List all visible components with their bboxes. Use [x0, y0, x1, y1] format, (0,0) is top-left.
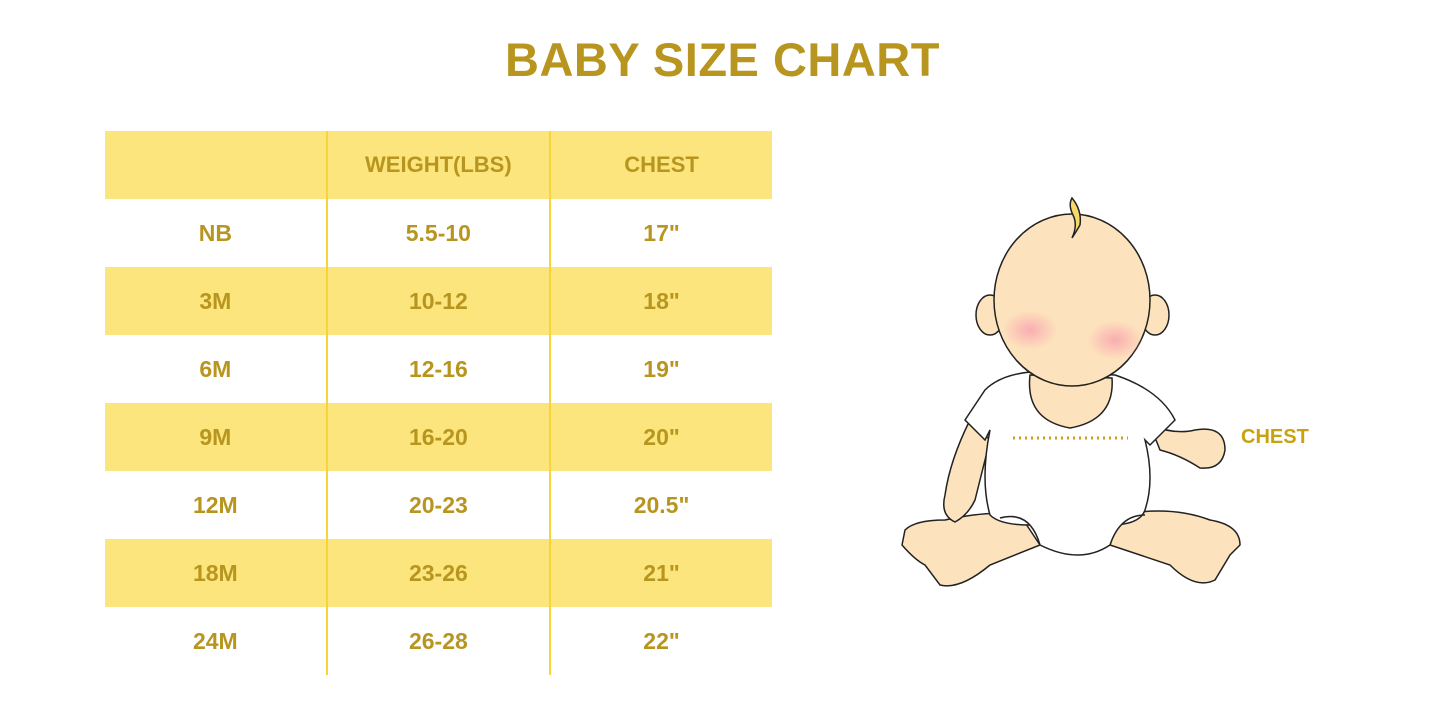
- size-cell: 3M: [105, 267, 327, 335]
- header-size: [105, 131, 327, 199]
- table-row: 24M 26-28 22": [105, 607, 772, 675]
- chest-cell: 19": [549, 335, 772, 403]
- chest-cell: 22": [549, 607, 772, 675]
- table-row: NB 5.5-10 17": [105, 199, 772, 267]
- table-row: 6M 12-16 19": [105, 335, 772, 403]
- size-table: WEIGHT(LBS) CHEST NB 5.5-10 17" 3M 10-12 18"…: [105, 131, 772, 675]
- weight-cell: 5.5-10: [325, 199, 551, 267]
- size-cell: NB: [198, 219, 232, 246]
- chest-cell: 21": [549, 539, 772, 607]
- chest-cell: 17": [549, 199, 772, 267]
- chest-cell: 20.5": [549, 471, 772, 539]
- size-cell: 12M: [192, 491, 238, 518]
- table-header-row: WEIGHT(LBS) CHEST: [105, 131, 772, 199]
- weight-cell: 16-20: [325, 403, 551, 471]
- size-cell: 18M: [105, 539, 327, 607]
- chest-cell: 18": [549, 267, 772, 335]
- table-row: 9M 16-20 20": [105, 403, 772, 471]
- weight-cell: 12-16: [325, 335, 551, 403]
- weight-cell: 20-23: [325, 471, 551, 539]
- size-cell: 9M: [105, 403, 327, 471]
- table-row: 3M 10-12 18": [105, 267, 772, 335]
- size-cell: 24M: [192, 627, 238, 654]
- weight-cell: 10-12: [325, 267, 551, 335]
- page-title: BABY SIZE CHART: [505, 33, 940, 86]
- table-row: 18M 23-26 21": [105, 539, 772, 607]
- chest-label: CHEST: [1241, 426, 1309, 448]
- header-chest: CHEST: [549, 131, 772, 199]
- baby-figure: [901, 196, 1241, 587]
- header-weight: WEIGHT(LBS): [325, 131, 551, 199]
- left-cheek: [1002, 310, 1058, 350]
- right-cheek: [1087, 320, 1143, 360]
- weight-cell: 26-28: [325, 607, 551, 675]
- chest-cell: 20": [549, 403, 772, 471]
- size-cell: 6M: [199, 355, 232, 382]
- table-row: 12M 20-23 20.5": [105, 471, 772, 539]
- weight-cell: 23-26: [325, 539, 551, 607]
